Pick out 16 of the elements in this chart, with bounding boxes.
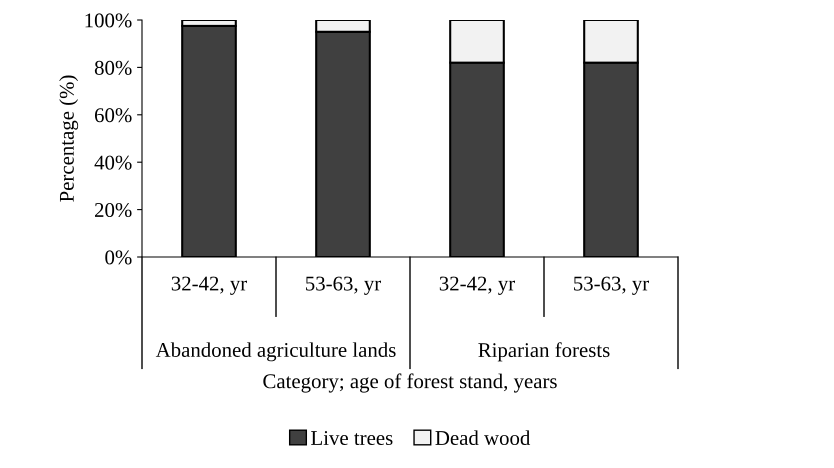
y-tick-label: 80% xyxy=(94,60,132,75)
x-tick-label: 53-63, yr xyxy=(574,276,650,295)
x-tick-label: 53-63, yr xyxy=(306,276,382,295)
y-tick-label: 20% xyxy=(95,202,132,218)
text: Riparian forests xyxy=(478,342,610,362)
text: Abandoned agriculture lands xyxy=(156,342,396,362)
x-tick-label: 32-42, yr xyxy=(440,276,516,295)
y-tick-label: 40% xyxy=(94,156,132,170)
y-tick-label: 60% xyxy=(94,108,132,122)
legend-label: Dead wood xyxy=(435,430,530,446)
x-axis-title: Category; age of forest stand, years xyxy=(263,373,557,393)
y-tick-label: 0% xyxy=(105,250,132,264)
y-axis-title: Percentage (%) xyxy=(59,76,78,202)
legend-label: Live trees xyxy=(311,431,392,446)
x-tick-label: 32-42, yr xyxy=(172,276,248,295)
y-tick-label: 100% xyxy=(86,13,132,28)
